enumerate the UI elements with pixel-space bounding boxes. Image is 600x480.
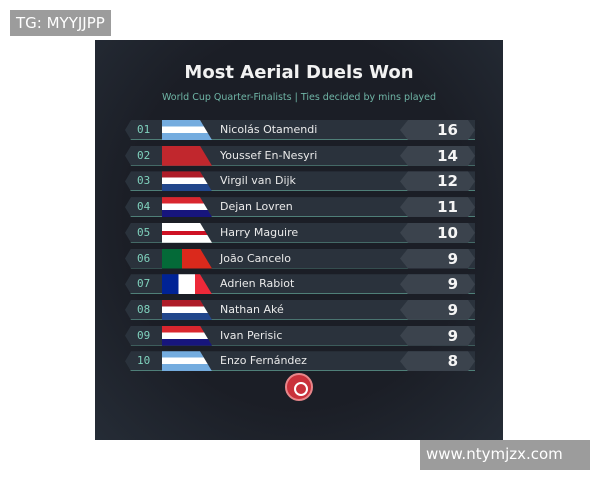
player-name: Adrien Rabiot xyxy=(220,277,295,291)
value-box xyxy=(400,171,475,192)
aerial-duels-value: 8 xyxy=(447,352,458,371)
aerial-duels-value: 12 xyxy=(437,172,458,191)
aerial-duels-value: 9 xyxy=(447,275,458,294)
rank: 04 xyxy=(137,200,151,214)
rank: 08 xyxy=(137,302,151,316)
row-background xyxy=(125,120,475,140)
aerial-duels-value: 9 xyxy=(447,300,458,319)
player-name: Virgil van Dijk xyxy=(220,174,296,188)
portugal-flag-icon xyxy=(162,248,212,269)
row-background xyxy=(125,171,475,192)
row-background xyxy=(125,197,475,218)
rank: 10 xyxy=(137,354,151,368)
watermark-bottom-right: www.ntymjzx.com xyxy=(420,440,590,470)
row-background xyxy=(125,325,475,346)
table-row: 01 Nicolás Otamendi 16 xyxy=(125,120,475,140)
value-box xyxy=(400,351,475,372)
value-box xyxy=(400,325,475,346)
rank: 07 xyxy=(137,277,151,291)
value-box xyxy=(400,222,475,243)
morocco-flag-icon xyxy=(162,145,212,166)
croatia-flag-icon xyxy=(162,197,212,218)
row-background xyxy=(125,351,475,372)
aerial-duels-value: 10 xyxy=(437,223,458,242)
watermark-top-left: TG: MYYJJPP xyxy=(10,10,111,36)
subtitle: World Cup Quarter-Finalists | Ties decid… xyxy=(161,92,437,103)
value-box xyxy=(400,299,475,320)
table-row: 02 Youssef En-Nesyri 14 xyxy=(125,145,475,166)
player-name: Youssef En-Nesyri xyxy=(220,148,318,162)
row-background xyxy=(125,299,475,320)
player-name: Harry Maguire xyxy=(220,225,299,239)
player-name: Ivan Perisic xyxy=(220,328,283,342)
value-box xyxy=(400,145,475,166)
row-background xyxy=(125,274,475,295)
table-row: 10 Enzo Fernández 8 xyxy=(125,351,475,372)
brand-logo-icon xyxy=(285,373,313,401)
england-flag-icon xyxy=(162,222,212,243)
row-background xyxy=(125,248,475,269)
rank: 09 xyxy=(137,328,151,342)
france-flag-icon xyxy=(162,274,212,295)
table-row: 03 Virgil van Dijk 12 xyxy=(125,171,475,192)
player-name: Enzo Fernández xyxy=(220,354,307,368)
player-name: Dejan Lovren xyxy=(220,200,293,214)
leaderboard-panel: Most Aerial Duels Won World Cup Quarter-… xyxy=(95,40,503,440)
value-box xyxy=(400,197,475,218)
row-background xyxy=(125,145,475,166)
rank: 03 xyxy=(137,174,151,188)
aerial-duels-value: 14 xyxy=(437,146,458,165)
rank: 01 xyxy=(137,123,151,136)
value-box xyxy=(400,120,475,140)
argentina-flag-icon xyxy=(162,351,212,372)
aerial-duels-value: 16 xyxy=(437,121,458,139)
netherlands-flag-icon xyxy=(162,299,212,320)
table-row: 08 Nathan Aké 9 xyxy=(125,299,475,320)
player-name: Nathan Aké xyxy=(220,302,284,316)
aerial-duels-value: 11 xyxy=(437,198,458,217)
player-name: João Cancelo xyxy=(220,251,291,265)
aerial-duels-value: 9 xyxy=(447,326,458,345)
croatia-flag-icon xyxy=(162,325,212,346)
rank: 02 xyxy=(137,148,151,162)
table-row: 09 Ivan Perisic 9 xyxy=(125,325,475,346)
rank: 06 xyxy=(137,251,151,265)
rank: 05 xyxy=(137,225,151,239)
player-name: Nicolás Otamendi xyxy=(220,123,318,136)
page-title: Most Aerial Duels Won xyxy=(184,62,414,83)
netherlands-flag-icon xyxy=(162,171,212,192)
row-background xyxy=(125,222,475,243)
aerial-duels-value: 9 xyxy=(447,249,458,268)
table-row: 04 Dejan Lovren 11 xyxy=(125,197,475,218)
argentina-flag-icon xyxy=(162,120,212,140)
value-box xyxy=(400,248,475,269)
table-row: 07 Adrien Rabiot 9 xyxy=(125,274,475,295)
table-row: 05 Harry Maguire 10 xyxy=(125,222,475,243)
table-row: 06 João Cancelo 9 xyxy=(125,248,475,269)
value-box xyxy=(400,274,475,295)
